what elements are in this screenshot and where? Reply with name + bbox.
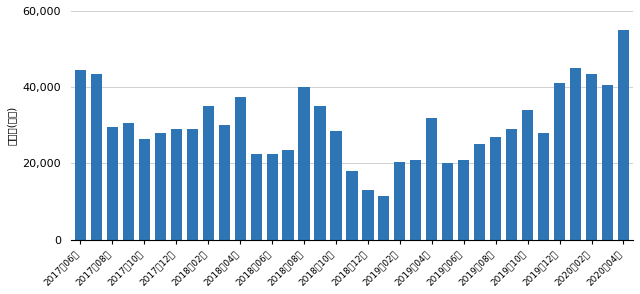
Bar [426,118,437,240]
Bar [474,144,485,240]
Bar [618,30,629,240]
Bar [458,160,469,240]
Bar [234,97,246,240]
Bar [522,110,533,240]
Bar [171,129,182,240]
Bar [314,106,326,240]
Bar [506,129,517,240]
Bar [155,133,166,240]
Bar [250,154,262,240]
Bar [346,171,358,240]
Bar [362,190,374,240]
Bar [394,162,406,240]
Bar [442,163,453,240]
Bar [91,74,102,240]
Bar [298,87,310,240]
Y-axis label: 거래량(건수): 거래량(건수) [7,106,17,145]
Bar [219,125,230,240]
Bar [602,85,613,240]
Bar [490,137,501,240]
Bar [410,160,421,240]
Bar [330,131,342,240]
Bar [203,106,214,240]
Bar [570,68,581,240]
Bar [538,133,549,240]
Bar [586,74,597,240]
Bar [107,127,118,240]
Bar [187,129,198,240]
Bar [554,83,565,240]
Bar [282,150,294,240]
Bar [123,123,134,240]
Bar [266,154,278,240]
Bar [378,196,390,240]
Bar [139,139,150,240]
Bar [75,70,86,240]
